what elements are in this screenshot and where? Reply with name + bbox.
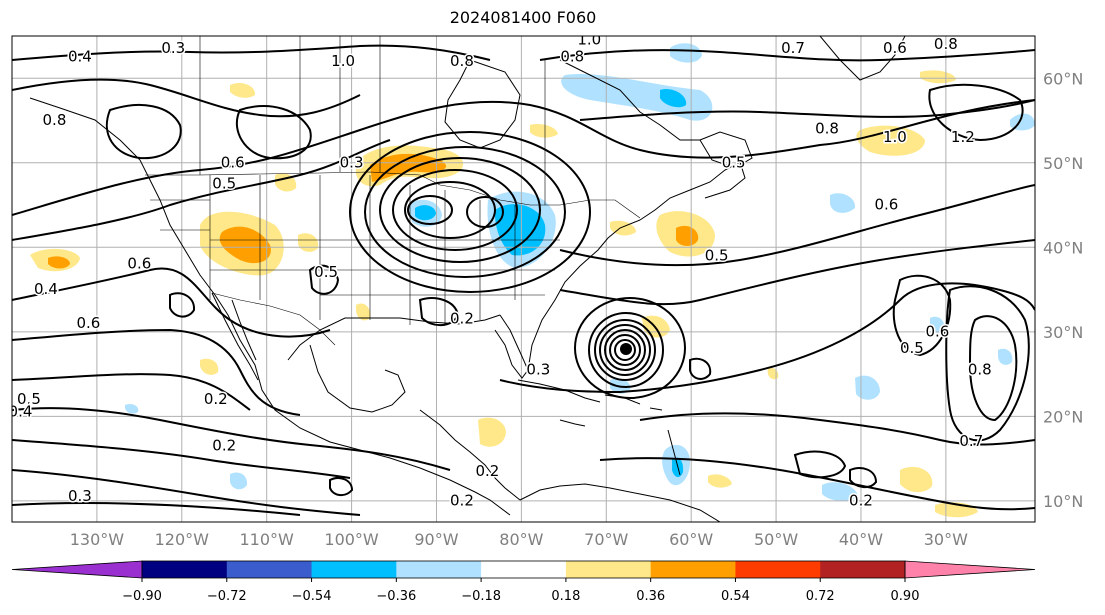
political-boundaries: [145, 36, 641, 346]
contour-label: 0.2: [212, 436, 236, 454]
longitude-label: 50°W: [754, 530, 798, 549]
longitude-label: 100°W: [324, 530, 379, 549]
contour-label: 0.4: [9, 403, 33, 421]
colorbar-tick-label: 0.18: [551, 589, 580, 604]
contour-label: 0.6: [925, 322, 949, 340]
contour-label: 0.3: [340, 153, 364, 171]
colorbar-min-extension: [11, 560, 143, 579]
contour-lines: [12, 44, 1035, 516]
contour-label: 1.0: [577, 31, 601, 49]
colorbar-tick-label: −0.90: [122, 589, 162, 604]
longitude-label: 30°W: [924, 530, 968, 549]
contour-label: 1.0: [331, 52, 355, 70]
contour-label: 0.2: [849, 491, 873, 509]
contour-label: 0.7: [781, 39, 805, 57]
colorbar: −0.90 −0.72 −0.54 −0.36 −0.18 0.18 0.36 0.54 0.7…: [11, 560, 1036, 604]
longitude-label: 80°W: [499, 530, 543, 549]
contour-label: 0.6: [875, 196, 899, 214]
contour-label: 0.3: [68, 487, 92, 505]
latitude-label: 10°N: [1043, 492, 1083, 511]
contour-label: 0.5: [900, 339, 924, 357]
colorbar-tick-label: −0.18: [461, 589, 501, 604]
storm-center-marker: [620, 343, 632, 355]
shading-layer: [30, 43, 1035, 518]
colorbar-max-extension: [904, 560, 1036, 579]
colorbar-tick-label: 0.72: [806, 589, 835, 604]
contour-label: 0.2: [475, 462, 499, 480]
longitude-label: 110°W: [240, 530, 295, 549]
colorbar-segment: [142, 561, 228, 578]
contour-label: 0.6: [127, 255, 151, 273]
longitude-labels: 130°W 120°W 110°W 100°W 90°W 80°W 70°W 60°W 50°W…: [70, 530, 968, 549]
latitude-label: 50°N: [1043, 154, 1083, 173]
colorbar-tick-label: −0.54: [292, 589, 332, 604]
contour-label: 0.5: [17, 390, 41, 408]
latitude-label: 60°N: [1043, 69, 1083, 88]
colorbar-segment: [565, 561, 652, 578]
contour-label: 0.2: [450, 491, 474, 509]
map-area: 0.4 0.30.81.0 0.80.30.60.51.00.8 0.7 0.6 0.80…: [9, 31, 1035, 522]
longitude-label: 130°W: [70, 530, 125, 549]
contour-label: 0.2: [450, 310, 474, 328]
contour-label: 0.5: [722, 153, 746, 171]
longitude-label: 90°W: [414, 530, 458, 549]
longitude-label: 120°W: [155, 530, 210, 549]
longitude-label: 60°W: [669, 530, 713, 549]
contour-label: 0.8: [934, 35, 958, 53]
colorbar-tick-label: 0.54: [721, 589, 750, 604]
contour-label: 0.3: [161, 39, 185, 57]
contour-label: 0.8: [450, 52, 474, 70]
colorbar-segment: [311, 561, 397, 578]
latitude-label: 40°N: [1043, 238, 1083, 257]
contour-label: 0.8: [968, 360, 992, 378]
contour-label: 1.2: [951, 128, 975, 146]
contour-label: 0.5: [314, 263, 338, 281]
contour-label: 0.8: [560, 48, 584, 66]
contour-label: 0.5: [705, 246, 729, 264]
contour-label: 0.8: [43, 111, 67, 129]
contour-label: 0.7: [959, 432, 983, 450]
contour-label: 0.3: [526, 360, 550, 378]
map-frame: [11, 35, 1036, 523]
contour-labels: 0.4 0.30.81.0 0.80.30.60.51.00.8 0.7 0.6 0.80…: [9, 31, 993, 511]
contour-label: 1.0: [883, 128, 907, 146]
colorbar-segment: [650, 561, 736, 578]
chart-title: 2024081400 F060: [449, 8, 597, 27]
colorbar-segment: [735, 561, 821, 578]
contour-label: 0.6: [76, 314, 100, 332]
coastlines: [29, 36, 906, 522]
contour-label: 0.4: [68, 48, 92, 66]
colorbar-segment: [396, 561, 482, 578]
contour-label: 0.6: [221, 153, 245, 171]
contour-label: 0.2: [204, 390, 228, 408]
colorbar-segment: [481, 561, 567, 578]
colorbar-tick-label: −0.72: [207, 589, 247, 604]
colorbar-tick-label: 0.36: [636, 589, 665, 604]
latitude-labels: 60°N 50°N 40°N 30°N 20°N 10°N: [1043, 69, 1083, 511]
colorbar-tick-label: 0.90: [891, 589, 920, 604]
colorbar-frame: [141, 560, 906, 579]
colorbar-tick-label: −0.36: [376, 589, 416, 604]
contour-label: 0.8: [815, 119, 839, 137]
latitude-label: 30°N: [1043, 323, 1083, 342]
colorbar-segment: [820, 561, 906, 578]
contour-label: 0.4: [34, 280, 58, 298]
contour-label: 0.6: [883, 39, 907, 57]
longitude-label: 70°W: [584, 530, 628, 549]
longitude-label: 40°W: [839, 530, 883, 549]
colorbar-segment: [226, 561, 313, 578]
lat-lon-grid: [12, 36, 1035, 522]
latitude-label: 20°N: [1043, 407, 1083, 426]
contour-label: 0.5: [212, 174, 236, 192]
